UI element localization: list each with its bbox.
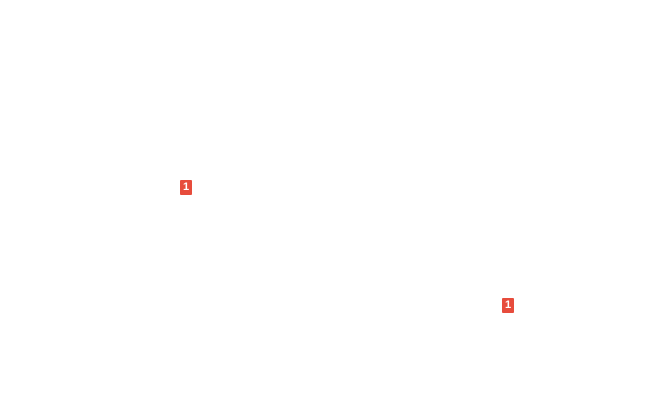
mark-badge-1[interactable]: 1 <box>180 180 192 195</box>
mark-badge-2[interactable]: 1 <box>502 298 514 313</box>
